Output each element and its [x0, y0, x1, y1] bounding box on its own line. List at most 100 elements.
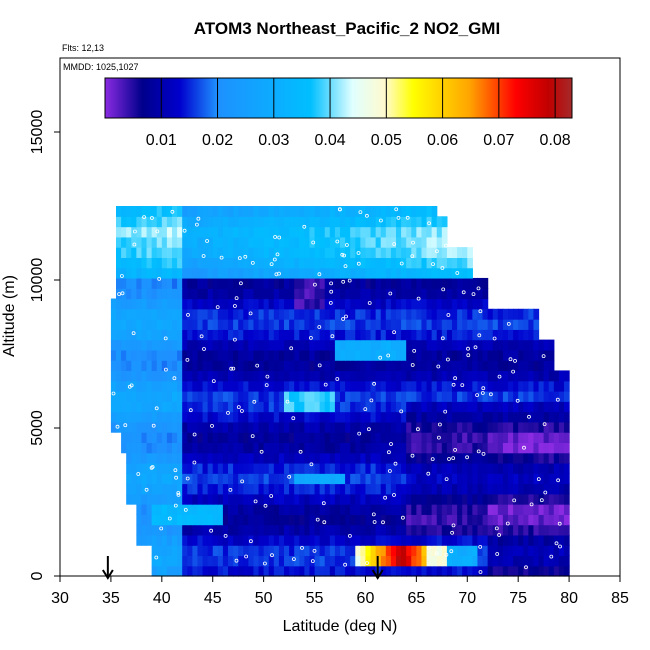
heatmap-cell	[426, 391, 433, 402]
heatmap-cell	[365, 339, 372, 351]
heatmap-cell	[401, 247, 407, 258]
heatmap-cell	[233, 411, 239, 423]
heatmap-cell	[350, 216, 356, 228]
heatmap-cell	[334, 257, 341, 269]
sample-point	[167, 516, 172, 521]
heatmap-cell	[375, 524, 382, 536]
sample-point	[466, 353, 471, 358]
heatmap-cell	[452, 473, 458, 485]
heatmap-cell	[345, 565, 351, 577]
heatmap-cell	[319, 247, 326, 258]
heatmap-cell	[446, 329, 453, 341]
heatmap-cell	[278, 247, 285, 258]
heatmap-cell	[482, 524, 489, 536]
heatmap-cell	[462, 452, 468, 464]
heatmap-cell	[141, 452, 148, 464]
heatmap-cell	[258, 267, 265, 279]
heatmap-cell	[197, 277, 204, 289]
sample-point	[259, 449, 264, 454]
heatmap-cell	[253, 226, 260, 238]
heatmap-cell	[202, 267, 209, 279]
heatmap-cell	[329, 534, 336, 546]
sample-point	[343, 562, 348, 567]
heatmap-cell	[319, 421, 326, 433]
heatmap-cell	[441, 401, 448, 413]
heatmap-cell	[360, 493, 367, 505]
heatmap-cell	[222, 257, 229, 269]
heatmap-cell	[284, 391, 290, 402]
heatmap-cell	[172, 411, 178, 423]
heatmap-cell	[426, 504, 433, 515]
heatmap-cell	[543, 349, 550, 361]
heatmap-cell	[294, 534, 300, 546]
heatmap-cell	[523, 514, 529, 526]
heatmap-cell	[289, 504, 295, 515]
heatmap-cell	[533, 370, 540, 382]
heatmap-cell	[462, 432, 468, 443]
heatmap-cell	[436, 432, 443, 443]
heatmap-cell	[431, 298, 438, 310]
heatmap-cell	[166, 360, 173, 372]
heatmap-cell	[172, 401, 178, 413]
sample-point	[149, 465, 154, 470]
heatmap-cell	[187, 277, 193, 289]
heatmap-cell	[355, 452, 361, 464]
heatmap-cell	[238, 329, 244, 341]
heatmap-cell	[182, 545, 188, 557]
heatmap-cell	[441, 462, 448, 474]
sample-point	[270, 553, 274, 558]
heatmap-cell	[121, 277, 127, 289]
sample-point	[443, 409, 448, 414]
sample-point	[497, 374, 502, 379]
heatmap-cell	[370, 329, 377, 341]
heatmap-cell	[467, 370, 473, 382]
heatmap-cell	[426, 452, 433, 464]
heatmap-cell	[273, 206, 280, 217]
heatmap-cell	[523, 555, 529, 567]
heatmap-cell	[304, 247, 311, 258]
heatmap-cell	[136, 370, 143, 382]
flights-label: Flts: 12,13	[62, 43, 104, 53]
heatmap-cell	[396, 401, 402, 413]
heatmap-cell	[426, 462, 433, 474]
heatmap-cell	[355, 349, 361, 361]
heatmap-cell	[294, 555, 300, 567]
heatmap-cell	[136, 534, 143, 546]
heatmap-cell	[533, 473, 540, 485]
sample-point	[263, 503, 268, 508]
heatmap-cell	[396, 298, 402, 310]
heatmap-cell	[273, 308, 280, 320]
sample-point	[372, 520, 377, 524]
heatmap-cell	[564, 473, 570, 485]
heatmap-cell	[370, 370, 377, 382]
heatmap-cell	[243, 339, 249, 351]
heatmap-cell	[289, 514, 295, 526]
heatmap-cell	[543, 493, 550, 505]
heatmap-cell	[558, 442, 565, 454]
heatmap-cell	[116, 370, 122, 382]
heatmap-cell	[375, 319, 382, 330]
heatmap-cell	[334, 360, 341, 372]
heatmap-cell	[253, 483, 260, 495]
heatmap-cell	[314, 247, 321, 258]
heatmap-cell	[248, 452, 255, 464]
heatmap-cell	[411, 483, 417, 495]
heatmap-cell	[508, 411, 514, 423]
heatmap-cell	[324, 555, 331, 567]
heatmap-cell	[141, 257, 148, 269]
heatmap-cell	[452, 349, 458, 361]
heatmap-cell	[329, 267, 336, 279]
heatmap-cell	[177, 380, 183, 392]
heatmap-cell	[161, 216, 168, 228]
heatmap-cell	[421, 391, 428, 402]
heatmap-cell	[131, 206, 137, 217]
heatmap-cell	[492, 370, 499, 382]
heatmap-cell	[324, 216, 331, 228]
heatmap-cell	[248, 534, 255, 546]
heatmap-cell	[334, 339, 341, 351]
heatmap-cell	[177, 277, 183, 289]
heatmap-cell	[212, 504, 219, 515]
heatmap-cell	[253, 206, 260, 217]
heatmap-cell	[258, 452, 265, 464]
heatmap-cell	[146, 432, 153, 443]
